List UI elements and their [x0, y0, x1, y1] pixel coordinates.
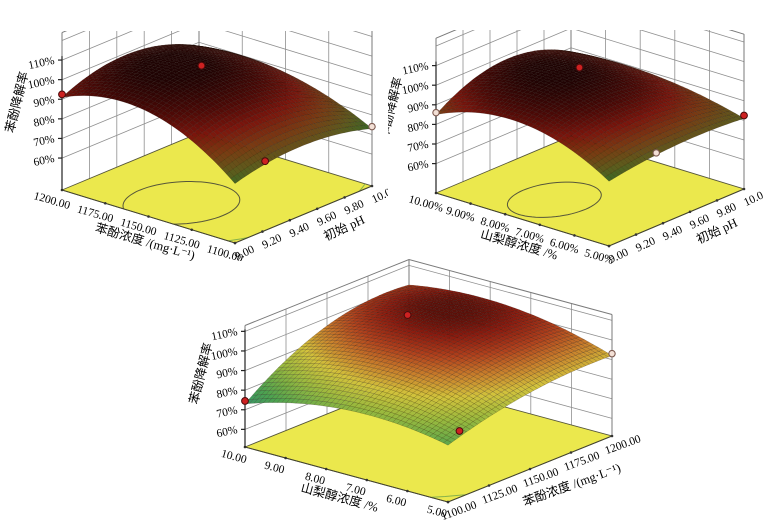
axis-text: 10.0 [742, 189, 766, 208]
axis-text: 110% [210, 326, 239, 343]
design-point-open [652, 149, 660, 157]
axis-text: 9.00 [263, 460, 286, 477]
axis-text: 1175.00 [76, 204, 115, 226]
design-point-solid [455, 427, 464, 435]
design-point-open [432, 108, 440, 117]
axis-text: 60% [32, 153, 56, 169]
z-axis-title: 苯酚降解率 [186, 341, 216, 405]
axis-text: 9.00 [233, 243, 257, 262]
axis-text: 80% [32, 114, 56, 130]
design-point-solid [261, 157, 270, 166]
axis-text: 9.80 [715, 201, 739, 220]
surface-mesh [244, 284, 613, 446]
axis-text: 9.40 [661, 224, 685, 243]
z-axis: 60% 70% 80% 90% 100% 110%苯酚降解率 [376, 60, 437, 193]
axis-text: 100% [401, 80, 430, 97]
axis-text: 70% [406, 139, 430, 155]
axis-text: 110% [27, 55, 56, 72]
design-points [58, 61, 376, 166]
design-point-open [608, 349, 616, 358]
contour-line [506, 181, 602, 218]
axis-text: 80% [406, 119, 430, 135]
axis-text: 1100.00 [440, 499, 479, 523]
axis-text: 6.00 [385, 493, 408, 510]
axis-text: 110% [401, 60, 430, 77]
axis-text: 100% [27, 74, 56, 91]
surface-plot-sorbitol-concentration-vs-initial-pH: 10.00% 9.00%8.00%7.00%6.00%5.00%9.009.209… [376, 30, 766, 267]
axis-text: 9.00 [607, 246, 631, 265]
axis-text: 60% [406, 158, 430, 174]
z-axis: 60% 70% 80% 90% 100% 110%苯酚降解率 [2, 55, 63, 190]
surface-plot-sorbitol-concentration-vs-phenol-concentration: 10.009.008.007.006.005.001100.001125.001… [186, 258, 643, 523]
axis-text: 100% [210, 346, 239, 363]
axis-text: 60% [215, 424, 239, 440]
design-point-solid [403, 311, 412, 319]
axis-text: 9.40 [288, 221, 312, 240]
axis-text: 8.00 [304, 471, 327, 488]
axis-text: 1200.00 [32, 190, 71, 212]
axis-text: 5.00 [426, 504, 449, 521]
axis-text: 9.20 [260, 232, 284, 251]
axis-text: 9.80 [343, 198, 367, 217]
axis-text: 7.00 [344, 482, 367, 499]
design-point-solid [241, 397, 249, 405]
axis-text: 80% [215, 385, 239, 401]
design-point-solid [197, 61, 206, 70]
z-axis-title: 苯酚降解率 [2, 70, 32, 134]
axis-text: 70% [215, 404, 239, 420]
axis-text: 90% [32, 94, 56, 110]
x-axis-title: 山梨醇浓度 /% [299, 480, 380, 515]
design-point-solid [58, 90, 66, 99]
axis-text: 90% [406, 99, 430, 115]
design-points [241, 311, 616, 435]
surface-mesh [61, 44, 373, 184]
axis-text: 10.00 [220, 448, 248, 466]
surface-plot-phenol-concentration-vs-initial-pH: 1200.001175.001150.001125.001100.009.009… [2, 31, 394, 262]
design-point-solid [740, 111, 748, 120]
axis-text: 9.00% [444, 205, 476, 225]
z-axis-title: 苯酚降解率 [376, 76, 406, 140]
axis-text: 90% [215, 365, 239, 381]
axis-text: 10.00% [407, 193, 445, 214]
design-point-open [368, 122, 376, 131]
axis-text: 10.0 [370, 186, 394, 205]
axis-text: 70% [32, 133, 56, 149]
z-axis: 60% 70% 80% 90% 100% 110%苯酚降解率 [186, 326, 246, 447]
surface-mesh [435, 49, 745, 182]
design-points [432, 63, 748, 157]
axis-text: 9.20 [634, 235, 658, 254]
design-point-solid [575, 63, 584, 72]
